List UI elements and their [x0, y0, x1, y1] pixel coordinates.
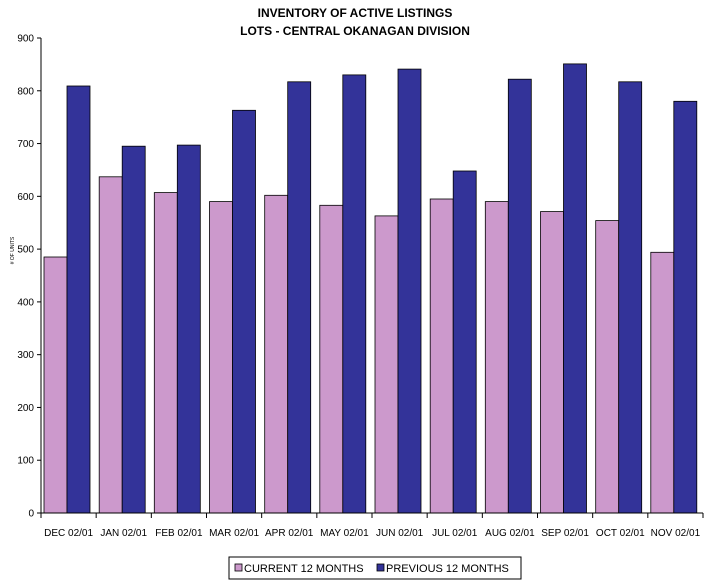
bar-previous-5	[342, 74, 367, 514]
y-tick-label: 600	[17, 192, 34, 203]
bar-current-2	[153, 192, 178, 514]
x-tick-label: SEP 02/01	[541, 528, 589, 539]
y-axis-label: # OF UNITS	[10, 236, 16, 264]
legend-swatch-current	[234, 563, 243, 572]
bar-current-8	[484, 201, 509, 514]
bar-current-1	[98, 176, 123, 514]
x-tick-label: APR 02/01	[265, 528, 314, 539]
bar-current-4	[264, 194, 289, 514]
bar-current-11	[650, 251, 675, 514]
bar-previous-4	[287, 81, 312, 514]
x-tick-label: FEB 02/01	[155, 528, 203, 539]
bar-previous-8	[507, 78, 532, 514]
y-tick-label: 200	[17, 403, 34, 414]
bar-previous-0	[66, 85, 91, 514]
x-tick-label: MAR 02/01	[209, 528, 259, 539]
x-tick-label: DEC 02/01	[44, 528, 93, 539]
bar-previous-7	[452, 170, 477, 514]
legend-label-current: CURRENT 12 MONTHS	[244, 563, 364, 575]
y-tick-label: 400	[17, 297, 34, 308]
legend-label-previous: PREVIOUS 12 MONTHS	[386, 563, 509, 575]
bar-current-0	[43, 256, 68, 514]
bar-previous-1	[121, 145, 146, 514]
legend-box	[228, 556, 522, 580]
bar-current-9	[540, 211, 564, 514]
y-tick-label: 700	[17, 139, 34, 150]
y-tick-label: 900	[17, 34, 34, 45]
y-tick-label: 500	[17, 245, 34, 256]
bar-previous-10	[618, 81, 643, 514]
bar-previous-9	[563, 63, 587, 514]
bar-current-7	[429, 198, 454, 514]
bar-previous-2	[176, 144, 201, 514]
x-tick-label: MAY 02/01	[320, 528, 369, 539]
x-tick-label: AUG 02/01	[485, 528, 535, 539]
legend-swatch-previous	[376, 563, 385, 572]
bar-current-10	[595, 220, 620, 514]
y-tick-label: 300	[17, 350, 34, 361]
bar-current-3	[209, 201, 233, 514]
y-tick-label: 0	[28, 509, 34, 520]
x-tick-label: NOV 02/01	[651, 528, 701, 539]
chart-title: INVENTORY OF ACTIVE LISTINGS	[257, 6, 453, 20]
bar-current-6	[374, 215, 399, 514]
bar-previous-11	[673, 100, 698, 514]
x-tick-label: JUN 02/01	[376, 528, 424, 539]
chart-subtitle: LOTS - CENTRAL OKANAGAN DIVISION	[240, 24, 470, 38]
bar-previous-6	[397, 68, 422, 514]
x-tick-label: JUL 02/01	[432, 528, 478, 539]
bar-current-5	[319, 204, 344, 514]
y-tick-label: 100	[17, 456, 34, 467]
bar-previous-3	[232, 109, 256, 514]
y-tick-label: 800	[17, 86, 34, 97]
x-tick-label: OCT 02/01	[596, 528, 645, 539]
x-tick-label: JAN 02/01	[100, 528, 147, 539]
